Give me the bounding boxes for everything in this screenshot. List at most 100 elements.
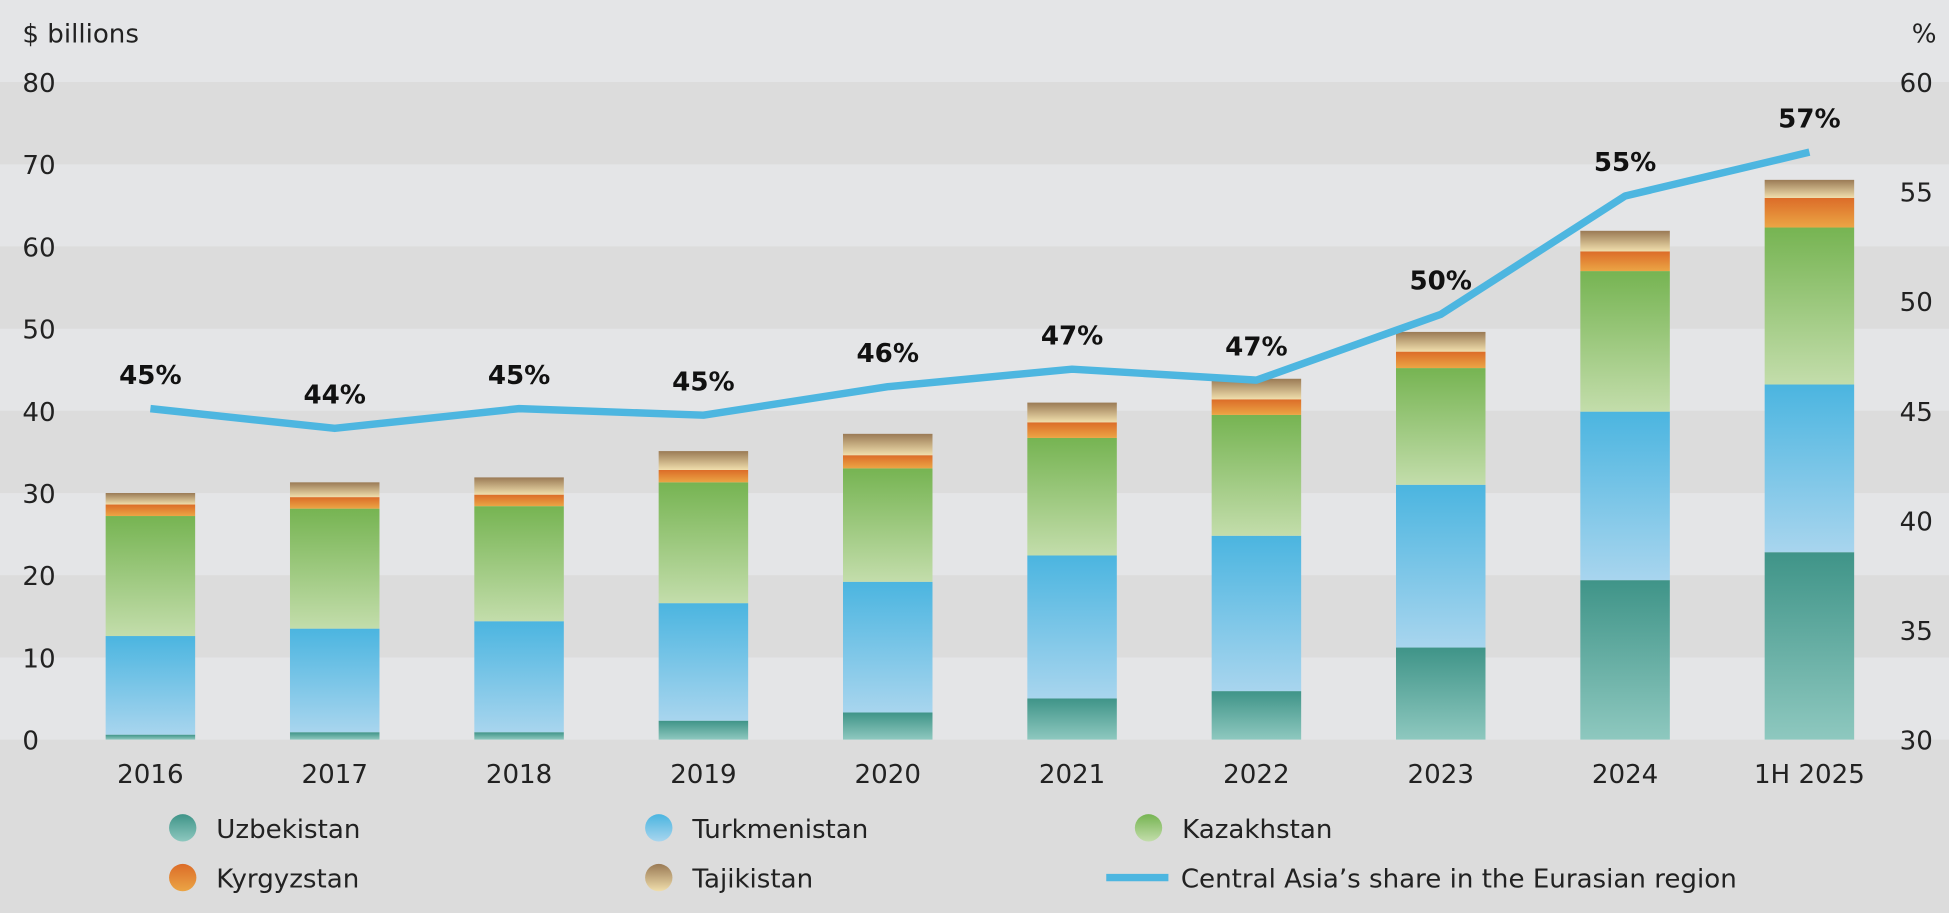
- legend-label-kazakhstan: Kazakhstan: [1182, 815, 1332, 845]
- y-tick-label: 0: [22, 727, 39, 757]
- legend-label-uzbekistan: Uzbekistan: [216, 815, 360, 845]
- bar-segment-uzbekistan: [1027, 698, 1117, 740]
- x-axis-ticks: 2016 2017 2018 2019 2020 2021 2022 2023 2024 1H 2…: [117, 760, 1865, 790]
- bar-segment-turkmenistan: [105, 636, 196, 735]
- bar-segment-kyrgyzstan: [289, 497, 380, 509]
- share-data-label: 47%: [1041, 321, 1103, 351]
- bar-segment-tajikistan: [1764, 179, 1855, 198]
- bar-segment-uzbekistan: [1764, 552, 1855, 740]
- y2-axis-label: %: [1912, 19, 1937, 49]
- legend-marker-turkmenistan: [645, 814, 673, 842]
- bar-segment-kazakhstan: [842, 468, 933, 582]
- bar-segment-kyrgyzstan: [1580, 251, 1670, 272]
- bar-segment-tajikistan: [1027, 402, 1117, 423]
- bar-segment-kazakhstan: [105, 516, 196, 637]
- x-tick-label: 2022: [1223, 760, 1289, 790]
- bar-segment-uzbekistan: [474, 732, 564, 740]
- y-tick-label: 50: [22, 316, 55, 346]
- bar-stack-1H-2025: [1764, 179, 1855, 740]
- bar-segment-kazakhstan: [658, 482, 749, 604]
- legend-marker-kazakhstan: [1134, 814, 1163, 842]
- x-tick-label: 2018: [486, 760, 552, 790]
- bar-segment-turkmenistan: [1580, 411, 1670, 581]
- bar-segment-uzbekistan: [842, 712, 933, 740]
- x-tick-label: 2016: [117, 760, 183, 790]
- share-data-label: 50%: [1410, 267, 1472, 297]
- bar-stack-2017: [289, 482, 380, 740]
- legend-marker-kyrgyzstan: [169, 863, 197, 892]
- bar-segment-kyrgyzstan: [1764, 197, 1855, 228]
- bar-segment-turkmenistan: [658, 603, 749, 721]
- share-data-label: 44%: [304, 380, 366, 410]
- share-data-label: 46%: [857, 339, 919, 369]
- bar-segment-kyrgyzstan: [105, 504, 196, 517]
- share-data-label: 57%: [1778, 104, 1840, 134]
- y-tick-label: 70: [22, 151, 55, 181]
- y-tick-label: 10: [22, 644, 55, 674]
- bar-segment-kyrgyzstan: [1395, 351, 1486, 369]
- bar-segment-turkmenistan: [289, 628, 380, 733]
- bar-segment-tajikistan: [289, 482, 380, 498]
- bar-segment-kazakhstan: [1580, 271, 1670, 412]
- y2-tick-label: 40: [1900, 507, 1933, 537]
- x-tick-label: 2021: [1039, 760, 1105, 790]
- x-tick-label: 2024: [1592, 760, 1658, 790]
- y2-tick-label: 30: [1900, 727, 1933, 757]
- x-tick-label: 2017: [302, 760, 368, 790]
- bar-segment-turkmenistan: [1764, 384, 1855, 553]
- y-tick-label: 40: [22, 398, 55, 428]
- y2-tick-label: 35: [1900, 617, 1933, 647]
- legend-marker-uzbekistan: [169, 814, 197, 842]
- bars: [105, 179, 1855, 740]
- bar-segment-kyrgyzstan: [842, 455, 933, 469]
- bar-segment-turkmenistan: [1395, 484, 1486, 648]
- x-tick-label: 2020: [855, 760, 921, 790]
- bar-stack-2018: [474, 477, 564, 740]
- bar-segment-uzbekistan: [658, 720, 749, 740]
- bar-segment-kazakhstan: [289, 508, 380, 629]
- bar-segment-kazakhstan: [474, 506, 564, 622]
- bar-segment-tajikistan: [1211, 378, 1302, 400]
- legend-label-turkmenistan: Turkmenistan: [691, 815, 868, 845]
- bar-segment-kazakhstan: [1211, 414, 1302, 536]
- y-axis-ticks: 0 10 20 30 40 50 60 70 80 30 35 40 45 50 55 60: [22, 69, 1932, 757]
- legend-label-share: Central Asia’s share in the Eurasian reg…: [1181, 865, 1737, 895]
- x-tick-label: 2023: [1408, 760, 1474, 790]
- legend: Uzbekistan Turkmenistan Kazakhstan Kyrgyzst…: [169, 814, 1737, 895]
- bar-stack-2022: [1211, 378, 1302, 740]
- y2-tick-label: 60: [1900, 69, 1933, 99]
- bar-segment-turkmenistan: [842, 581, 933, 713]
- band: [0, 82, 1949, 165]
- bar-stack-2023: [1395, 331, 1486, 740]
- bar-segment-kyrgyzstan: [658, 469, 749, 483]
- y-tick-label: 30: [22, 480, 55, 510]
- share-data-label: 45%: [119, 361, 181, 391]
- bar-stack-2016: [105, 493, 196, 740]
- x-tick-label: 1H 2025: [1754, 760, 1865, 790]
- y2-tick-label: 45: [1900, 398, 1933, 428]
- bar-segment-turkmenistan: [1027, 555, 1117, 699]
- bar-segment-tajikistan: [474, 477, 564, 495]
- share-data-label: 45%: [672, 367, 734, 397]
- bar-segment-tajikistan: [1580, 230, 1670, 252]
- bar-stack-2024: [1580, 230, 1670, 740]
- bar-segment-tajikistan: [1395, 331, 1486, 352]
- share-data-label: 55%: [1594, 148, 1656, 178]
- bar-segment-kazakhstan: [1764, 227, 1855, 385]
- share-data-label: 45%: [488, 361, 550, 391]
- bar-segment-tajikistan: [658, 451, 749, 470]
- bar-segment-kyrgyzstan: [1027, 422, 1117, 438]
- y2-tick-label: 55: [1900, 179, 1933, 209]
- bar-stack-2019: [658, 451, 749, 740]
- legend-marker-tajikistan: [645, 863, 673, 892]
- y-tick-label: 60: [22, 233, 55, 263]
- bar-segment-uzbekistan: [105, 734, 196, 740]
- bar-segment-kazakhstan: [1395, 368, 1486, 485]
- bar-segment-turkmenistan: [1211, 535, 1302, 692]
- share-line: 45% 44% 45% 45% 46% 47% 47% 50% 55% 57%: [119, 104, 1841, 433]
- y-tick-label: 80: [22, 69, 55, 99]
- y2-tick-label: 50: [1900, 288, 1933, 318]
- bar-segment-tajikistan: [105, 493, 196, 505]
- bar-segment-kazakhstan: [1027, 437, 1117, 556]
